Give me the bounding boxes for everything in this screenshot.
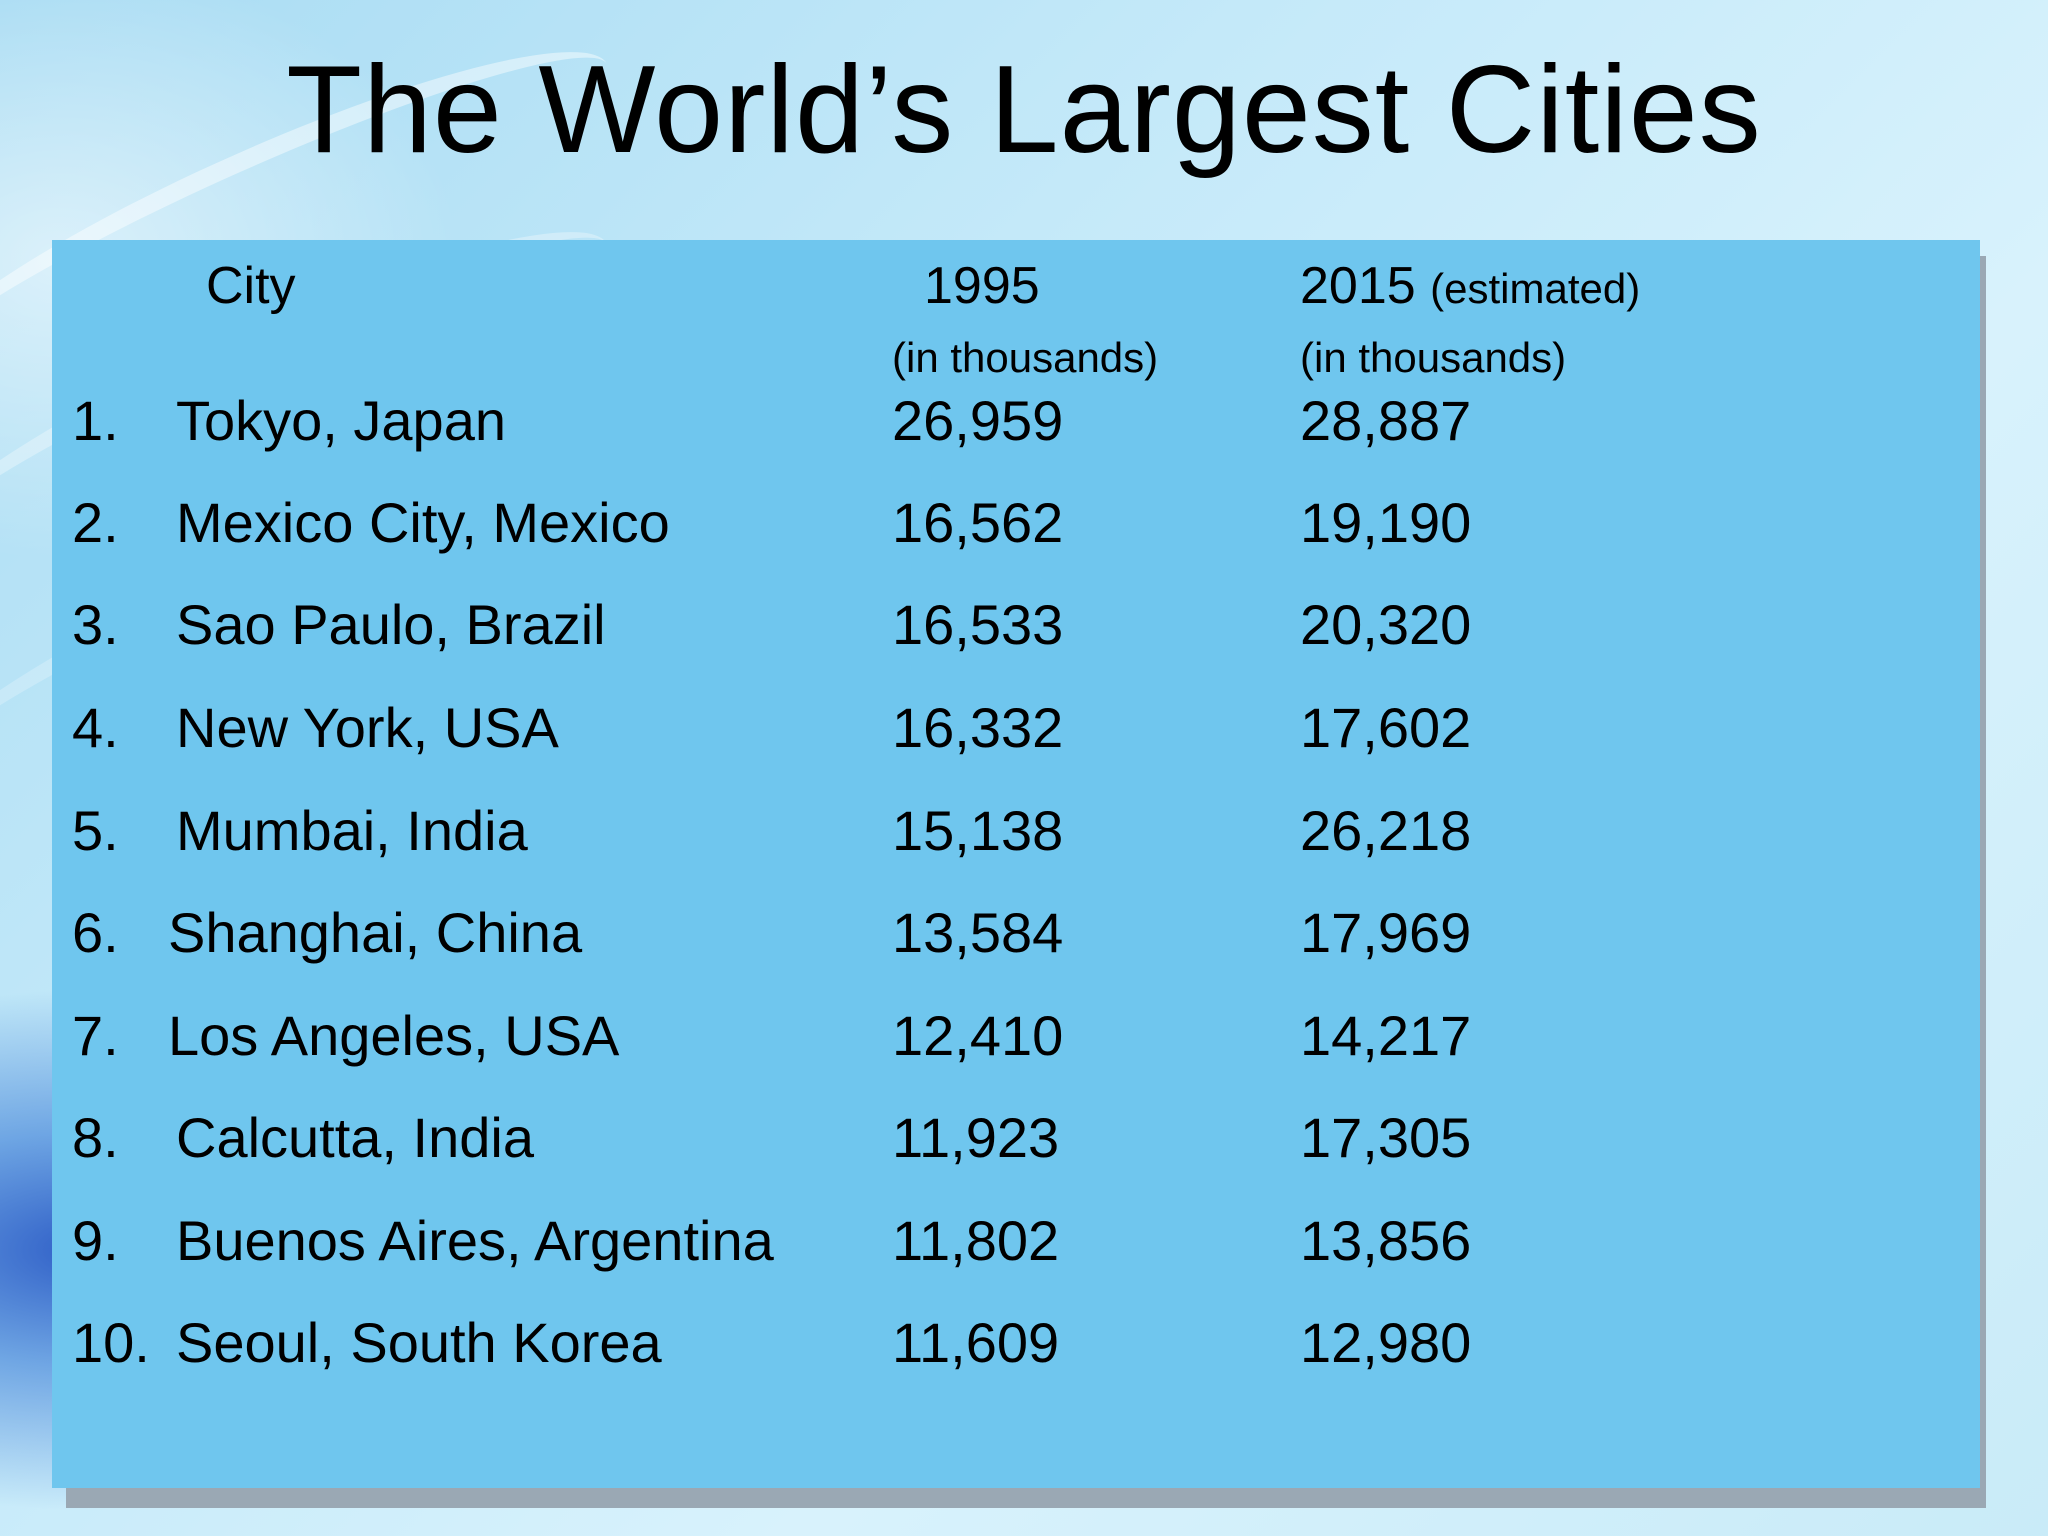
row-1995-value: 12,410 <box>892 1004 1064 1067</box>
row-1995-value: 26,959 <box>892 389 1064 452</box>
row-2015-value: 20,320 <box>1300 593 1472 656</box>
row-2015-value: 17,969 <box>1300 901 1472 964</box>
row-rank: 10. <box>72 1311 150 1374</box>
row-city: Sao Paulo, Brazil <box>176 593 606 656</box>
row-1995-value: 15,138 <box>892 799 1064 862</box>
header-2015: 2015 (estimated) <box>1300 256 1640 319</box>
row-rank: 2. <box>72 491 119 554</box>
row-1995-value: 16,533 <box>892 593 1064 656</box>
table-row: 7. Los Angeles, USA 12,410 14,217 <box>0 1001 2048 1071</box>
row-2015-value: 26,218 <box>1300 799 1472 862</box>
row-2015-value: 17,305 <box>1300 1106 1472 1169</box>
table-panel <box>52 240 1980 1488</box>
header-city: City <box>206 257 296 315</box>
table-row: 9. Buenos Aires, Argentina 11,802 13,856 <box>0 1206 2048 1276</box>
table-row: 1. Tokyo, Japan 26,959 28,887 <box>0 386 2048 456</box>
header-2015-unit: (in thousands) <box>1300 334 1567 381</box>
row-rank: 3. <box>72 593 119 656</box>
header-1995: 1995 <box>924 257 1040 315</box>
row-2015-value: 19,190 <box>1300 491 1472 554</box>
row-rank: 9. <box>72 1209 119 1272</box>
row-city: New York, USA <box>176 696 559 759</box>
row-rank: 6. <box>72 901 119 964</box>
row-1995-value: 11,609 <box>892 1311 1060 1374</box>
row-2015-value: 12,980 <box>1300 1311 1472 1374</box>
header-1995-unit: (in thousands) <box>892 334 1159 381</box>
row-city: Mexico City, Mexico <box>176 491 670 554</box>
row-1995-value: 16,562 <box>892 491 1064 554</box>
header-2015-note: (estimated) <box>1430 265 1641 312</box>
row-1995-value: 11,802 <box>892 1209 1060 1272</box>
table-row: 4. New York, USA 16,332 17,602 <box>0 693 2048 763</box>
row-city: Tokyo, Japan <box>176 389 506 452</box>
row-city: Mumbai, India <box>176 799 528 862</box>
row-1995-value: 16,332 <box>892 696 1064 759</box>
row-2015-value: 17,602 <box>1300 696 1472 759</box>
row-2015-value: 14,217 <box>1300 1004 1472 1067</box>
table-row: 6. Shanghai, China 13,584 17,969 <box>0 898 2048 968</box>
row-city: Buenos Aires, Argentina <box>176 1209 774 1272</box>
row-2015-value: 13,856 <box>1300 1209 1472 1272</box>
row-city: Shanghai, China <box>168 901 583 964</box>
row-rank: 1. <box>72 389 119 452</box>
table-row: 3. Sao Paulo, Brazil 16,533 20,320 <box>0 590 2048 660</box>
row-rank: 5. <box>72 799 119 862</box>
slide-title: The World’s Largest Cities <box>286 41 1762 179</box>
table-row: 2. Mexico City, Mexico 16,562 19,190 <box>0 488 2048 558</box>
header-2015-year: 2015 <box>1300 257 1416 315</box>
table-row: 10. Seoul, South Korea 11,609 12,980 <box>0 1308 2048 1378</box>
table-row: 5. Mumbai, India 15,138 26,218 <box>0 796 2048 866</box>
row-rank: 4. <box>72 696 119 759</box>
row-city: Calcutta, India <box>176 1106 534 1169</box>
row-city: Seoul, South Korea <box>176 1311 662 1374</box>
table-row: 8. Calcutta, India 11,923 17,305 <box>0 1103 2048 1173</box>
row-city: Los Angeles, USA <box>168 1004 620 1067</box>
row-rank: 8. <box>72 1106 119 1169</box>
row-rank: 7. <box>72 1004 119 1067</box>
row-2015-value: 28,887 <box>1300 389 1472 452</box>
row-1995-value: 11,923 <box>892 1106 1060 1169</box>
row-1995-value: 13,584 <box>892 901 1064 964</box>
